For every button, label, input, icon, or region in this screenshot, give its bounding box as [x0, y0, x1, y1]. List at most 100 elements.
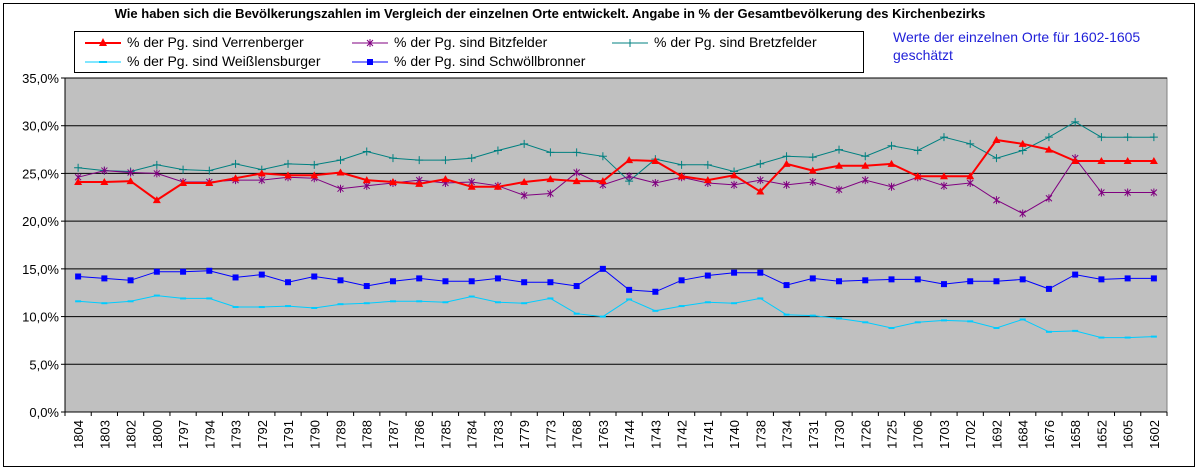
x-tick-label: 1787: [386, 420, 401, 449]
data-point-bitzfelder: [1019, 209, 1027, 218]
data-point-bitzfelder: [520, 191, 528, 200]
series-line-weisslensburger: [78, 295, 1154, 339]
data-point-bretzfelder: [1071, 117, 1080, 126]
x-tick-label: 1744: [622, 420, 637, 449]
data-point-verrenberger: [1071, 157, 1080, 165]
data-point-schwoellbronner: [1124, 275, 1131, 282]
data-point-schwoellbronner: [993, 278, 1000, 285]
data-point-verrenberger: [179, 178, 188, 186]
data-point-bitzfelder: [809, 178, 817, 187]
data-point-bretzfelder: [310, 160, 319, 169]
y-tick-label: 25,0%: [22, 166, 59, 181]
data-point-schwoellbronner: [862, 277, 869, 284]
data-point-bretzfelder: [1149, 133, 1158, 142]
data-point-bitzfelder: [940, 181, 948, 190]
legend-swatch-verrenberger: [85, 38, 121, 46]
data-point-verrenberger: [126, 177, 135, 185]
data-point-bretzfelder: [336, 156, 345, 165]
x-tick-label: 1740: [727, 420, 742, 449]
legend-label-bretzfelder: % der Pg. sind Bretzfelder: [654, 34, 817, 50]
y-tick-label: 15,0%: [22, 262, 59, 277]
x-tick-label: 1784: [465, 420, 480, 449]
data-point-bretzfelder: [835, 145, 844, 154]
x-tick-label: 1786: [412, 420, 427, 449]
series-line-verrenberger: [78, 138, 1154, 202]
x-tick-label: 1804: [71, 420, 86, 449]
data-point-schwoellbronner: [363, 283, 370, 290]
data-point-schwoellbronner: [494, 275, 501, 282]
data-point-verrenberger: [284, 171, 293, 179]
data-point-verrenberger: [756, 187, 765, 195]
y-tick-label: 0,0%: [29, 405, 59, 420]
x-tick-label: 1602: [1147, 420, 1162, 449]
data-point-schwoellbronner: [442, 278, 449, 285]
data-point-schwoellbronner: [127, 277, 134, 284]
data-point-bretzfelder: [808, 153, 817, 162]
y-tick-label: 20,0%: [22, 214, 59, 229]
data-point-verrenberger: [861, 161, 870, 169]
data-point-schwoellbronner: [153, 268, 160, 275]
data-point-bitzfelder: [1150, 188, 1158, 197]
x-tick-label: 1791: [281, 420, 296, 449]
data-point-schwoellbronner: [1150, 275, 1157, 282]
data-point-schwoellbronner: [75, 273, 82, 280]
x-tick-label: 1692: [989, 420, 1004, 449]
data-point-schwoellbronner: [101, 275, 108, 282]
data-point-schwoellbronner: [573, 283, 580, 290]
data-point-schwoellbronner: [311, 273, 318, 280]
data-point-verrenberger: [966, 172, 975, 180]
x-tick-label: 1789: [334, 420, 349, 449]
legend-swatch-bretzfelder: [612, 39, 648, 47]
data-point-verrenberger: [703, 176, 712, 184]
data-point-verrenberger: [939, 172, 948, 180]
data-point-verrenberger: [992, 136, 1001, 144]
data-point-bitzfelder: [652, 178, 659, 187]
x-tick-label: 1790: [307, 420, 322, 449]
plot-area: [64, 77, 1168, 413]
x-tick-label: 1797: [176, 420, 191, 449]
data-point-verrenberger: [520, 178, 529, 186]
data-point-schwoellbronner: [1019, 276, 1026, 283]
data-point-bitzfelder: [1098, 188, 1105, 197]
x-tick-label: 1725: [885, 420, 900, 449]
data-point-bretzfelder: [74, 163, 83, 172]
series-line-schwoellbronner: [78, 268, 1154, 293]
x-tick-label: 1652: [1094, 420, 1109, 449]
data-point-bretzfelder: [467, 154, 476, 163]
data-point-verrenberger: [782, 159, 791, 167]
data-point-bretzfelder: [782, 152, 791, 161]
x-tick-label: 1763: [596, 420, 611, 449]
data-point-verrenberger: [572, 177, 581, 185]
x-tick-label: 1773: [543, 420, 558, 449]
data-point-bretzfelder: [493, 146, 502, 155]
data-point-schwoellbronner: [1098, 276, 1105, 283]
data-point-verrenberger: [1018, 139, 1027, 147]
data-point-schwoellbronner: [180, 268, 187, 275]
estimate-note: Werte der einzelnen Orte für 1602-1605 g…: [893, 29, 1141, 63]
x-tick-label: 1726: [858, 420, 873, 449]
series-line-bretzfelder: [78, 121, 1154, 182]
x-tick-label: 1734: [780, 420, 795, 449]
y-tick-label: 5,0%: [29, 357, 59, 372]
data-point-schwoellbronner: [783, 282, 790, 289]
legend-label-bitzfelder: % der Pg. sind Bitzfelder: [394, 34, 548, 50]
data-point-schwoellbronner: [731, 269, 738, 276]
x-tick-label: 1730: [832, 420, 847, 449]
data-point-schwoellbronner: [940, 281, 947, 288]
data-point-bretzfelder: [887, 141, 896, 150]
data-point-schwoellbronner: [337, 277, 344, 284]
data-point-bitzfelder: [783, 180, 790, 189]
data-point-bitzfelder: [835, 185, 843, 194]
data-point-bretzfelder: [1123, 133, 1132, 142]
data-point-verrenberger: [467, 182, 476, 190]
data-point-bitzfelder: [625, 172, 633, 181]
data-point-verrenberger: [835, 161, 844, 169]
data-point-verrenberger: [336, 168, 345, 176]
series-line-bitzfelder: [77, 157, 1154, 215]
data-point-bretzfelder: [939, 133, 948, 142]
data-point-bretzfelder: [703, 160, 712, 169]
data-point-bitzfelder: [337, 184, 344, 193]
data-point-schwoellbronner: [678, 277, 685, 284]
data-point-bretzfelder: [179, 165, 188, 174]
data-point-verrenberger: [493, 182, 502, 190]
